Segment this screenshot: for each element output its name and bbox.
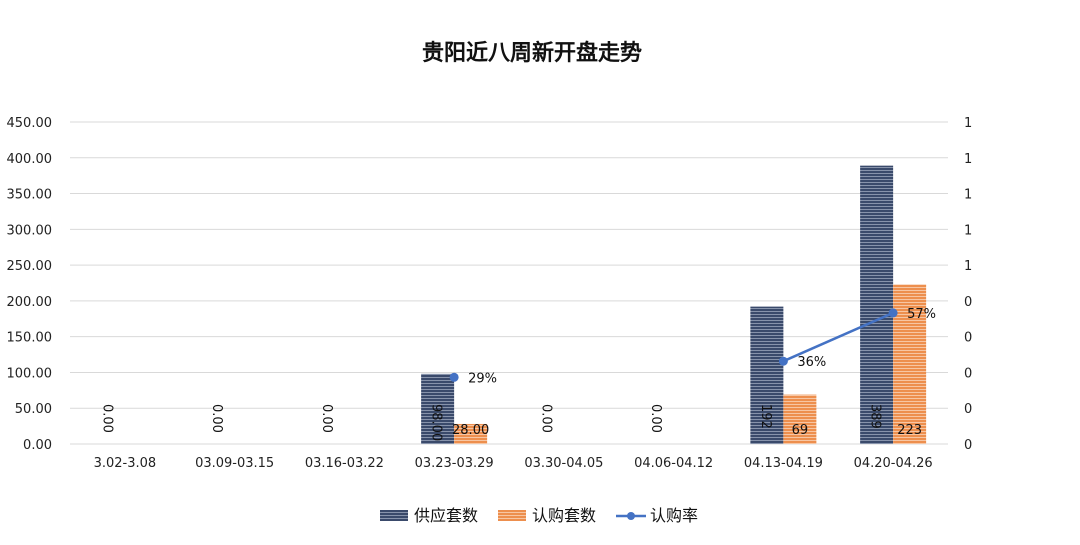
bar-supply-label: 389 [868,404,883,429]
right-tick-label: 1 [964,116,972,131]
bar-subscription-label: 28.00 [452,423,489,438]
rate-line: 29% 36% 57% [449,307,936,386]
bar-supply [750,306,784,444]
left-tick-label: 250.00 [7,259,53,274]
bar-subscription-label: 69 [792,423,809,438]
legend-label: 供应套数 [414,506,478,525]
bar-supply-label: 0.00 [209,404,224,433]
category-label: 04.06-04.12 [634,456,713,471]
bar-supply-label: 0.00 [538,404,553,433]
left-tick-label: 450.00 [7,116,53,131]
category-axis: 3.02-3.08 03.09-03.15 03.16-03.22 03.23-03.… [94,456,933,471]
right-tick-label: 0 [964,402,972,417]
bar-subscription [893,284,927,444]
bars: 0.00 0.00 0.00 98.00 28.00 0.00 0.00 192 69 389 22… [99,165,927,444]
category-label: 03.16-03.22 [305,456,384,471]
rate-label: 29% [468,371,497,386]
bar-supply-label: 0.00 [648,404,663,433]
legend-swatch [380,510,408,521]
left-tick-label: 200.00 [7,295,53,310]
legend-label: 认购套数 [532,506,596,525]
bar-supply-label: 98.00 [429,404,444,441]
legend-label: 认购率 [650,506,698,525]
bar-subscription-label: 223 [897,423,922,438]
rate-point [778,356,788,366]
right-tick-label: 1 [964,152,972,167]
bar-supply [421,373,455,444]
rate-point [449,372,459,382]
bar-subscription [454,423,488,444]
right-tick-label: 0 [964,295,972,310]
rate-label: 36% [797,355,826,370]
bar-supply-label: 0.00 [319,404,334,433]
right-tick-label: 0 [964,331,972,346]
bar-supply-label: 192 [758,404,773,429]
rate-point [888,308,898,318]
right-tick-label: 1 [964,223,972,238]
bar-supply-label: 0.00 [99,404,114,433]
rate-line-segment [782,311,894,363]
bar-subscription [783,394,817,444]
right-tick-label: 1 [964,259,972,274]
right-tick-label: 0 [964,438,972,453]
category-label: 03.30-04.05 [524,456,603,471]
rate-label: 57% [907,307,936,322]
bar-supply [860,165,894,444]
right-axis: 0 0 0 0 0 1 1 1 1 1 [964,116,972,453]
chart-title: 贵阳近八周新开盘走势 [422,40,642,66]
left-tick-label: 50.00 [15,402,52,417]
left-axis: 0.00 50.00 100.00 150.00 200.00 250.00 300.00 3… [7,116,53,453]
left-tick-label: 150.00 [7,331,53,346]
legend: 供应套数 认购套数 认购率 [380,506,698,525]
right-tick-label: 0 [964,366,972,381]
left-tick-label: 400.00 [7,152,53,167]
category-label: 03.23-03.29 [415,456,494,471]
category-label: 04.20-04.26 [854,456,933,471]
category-label: 03.09-03.15 [195,456,274,471]
category-label: 04.13-04.19 [744,456,823,471]
left-tick-label: 300.00 [7,223,53,238]
left-tick-label: 350.00 [7,188,53,203]
legend-swatch [498,510,526,521]
legend-line-marker [627,512,635,520]
category-label: 3.02-3.08 [94,456,157,471]
gridlines [70,121,948,445]
left-tick-label: 0.00 [23,438,52,453]
left-tick-label: 100.00 [7,366,53,381]
right-tick-label: 1 [964,188,972,203]
